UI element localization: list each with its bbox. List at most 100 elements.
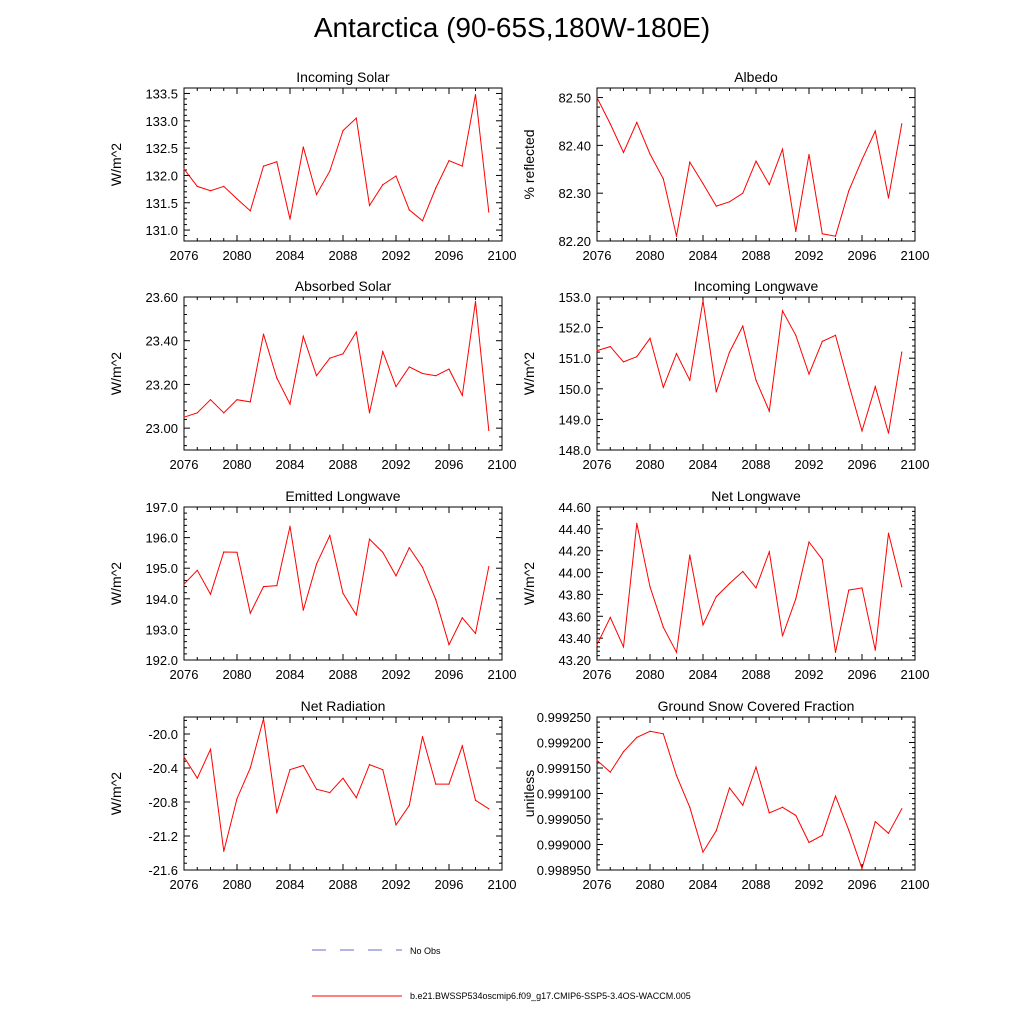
x-tick-label: 2096	[848, 457, 877, 472]
data-point	[236, 551, 238, 553]
data-point	[781, 806, 784, 808]
data-point	[901, 351, 903, 353]
data-point	[742, 192, 744, 194]
plot-frame	[183, 716, 503, 871]
x-tick-label: 2092	[795, 877, 824, 892]
data-point	[461, 394, 463, 396]
x-tick-label: 2100	[488, 248, 517, 263]
y-axis-label: W/m^2	[521, 352, 537, 395]
chart-panel-3: Absorbed Solar W/m^2 2076 2080 2084 2088 2092 2…	[108, 278, 516, 472]
y-tick-label: 23.00	[145, 421, 178, 436]
y-tick-label: 43.60	[558, 609, 591, 624]
data-point	[315, 375, 318, 377]
data-point	[768, 410, 770, 412]
data-point	[249, 612, 251, 614]
data-point	[728, 787, 731, 789]
data-point	[183, 756, 185, 758]
data-point	[821, 834, 823, 836]
data-point	[742, 325, 744, 327]
y-tick-label: 151.0	[558, 351, 591, 366]
chart-panel-6: Net Longwave W/m^2 2076 2080 2084 2088 2092 209…	[521, 488, 929, 682]
plot-frame	[183, 506, 503, 661]
data-point	[289, 769, 291, 771]
y-tick-label: 0.999200	[537, 736, 591, 751]
y-tick-label: 0.999100	[537, 787, 591, 802]
data-point	[861, 430, 863, 432]
data-point	[461, 165, 463, 167]
x-tick-label: 2076	[583, 248, 612, 263]
x-tick-label: 2096	[848, 248, 877, 263]
x-tick-label: 2100	[901, 667, 930, 682]
data-point	[289, 403, 291, 405]
chart-panel-1: Incoming Solar W/m^2 2076 2080 2084 2088 2092 2…	[108, 69, 516, 263]
data-point	[768, 551, 770, 553]
data-point	[861, 587, 863, 589]
data-point	[302, 764, 304, 767]
y-tick-label: 132.0	[145, 168, 178, 183]
data-point	[768, 812, 770, 814]
data-point	[622, 361, 625, 363]
data-point	[848, 383, 850, 385]
data-point	[435, 187, 437, 189]
data-point	[768, 183, 770, 186]
data-point	[408, 547, 410, 549]
data-point	[474, 300, 477, 302]
data-point	[662, 386, 664, 388]
series-line-1	[183, 301, 490, 431]
data-point	[781, 635, 784, 637]
y-tick-label: 149.0	[558, 412, 591, 427]
y-tick-label: 0.999250	[537, 710, 591, 725]
data-point	[821, 558, 823, 561]
data-point	[596, 349, 598, 352]
data-point	[408, 804, 410, 807]
data-point	[702, 183, 704, 185]
data-point	[728, 582, 731, 585]
y-tick-label: 82.20	[558, 234, 591, 249]
x-tick-label: 2088	[329, 877, 358, 892]
data-point	[755, 766, 757, 768]
data-point	[715, 830, 717, 832]
plot-frame	[596, 506, 916, 661]
data-point	[848, 589, 850, 591]
data-point	[474, 799, 477, 801]
data-point	[488, 808, 490, 810]
chart-panel-2: Albedo % reflected 2076 2080 2084 2088 2092 209…	[521, 69, 929, 263]
data-point	[609, 771, 611, 773]
data-point	[636, 522, 638, 524]
x-tick-label: 2084	[689, 667, 718, 682]
y-tick-label: 43.40	[558, 631, 591, 646]
chart-panel-8: Ground Snow Covered Fraction unitless 2076…	[521, 698, 929, 892]
data-point	[249, 401, 251, 403]
data-point	[223, 551, 225, 553]
data-point	[715, 391, 717, 393]
data-point	[488, 211, 490, 213]
y-tick-label: 0.999000	[537, 838, 591, 853]
x-tick-label: 2084	[276, 457, 305, 472]
y-tick-label: 23.40	[145, 334, 178, 349]
data-point	[848, 190, 850, 192]
data-point	[795, 598, 797, 600]
y-tick-label: 23.20	[145, 377, 178, 392]
y-axis-label: unitless	[521, 770, 537, 817]
x-tick-label: 2092	[382, 248, 411, 263]
data-point	[315, 788, 318, 790]
x-tick-label: 2092	[795, 667, 824, 682]
x-tick-label: 2092	[795, 457, 824, 472]
y-tick-label: 133.5	[145, 86, 178, 101]
y-tick-label: 131.5	[145, 196, 178, 211]
y-tick-label: 131.0	[145, 223, 178, 238]
data-point	[368, 412, 371, 414]
data-point	[329, 534, 331, 537]
data-point	[675, 651, 678, 653]
x-tick-label: 2076	[170, 667, 199, 682]
x-tick-label: 2076	[583, 877, 612, 892]
x-tick-label: 2100	[901, 457, 930, 472]
chart-title: Albedo	[734, 69, 778, 85]
y-tick-label: 44.20	[558, 544, 591, 559]
data-point	[355, 331, 357, 333]
y-tick-label: -20.0	[148, 727, 178, 742]
data-point	[808, 841, 810, 844]
data-point	[887, 832, 890, 834]
data-point	[408, 209, 410, 211]
data-point	[355, 614, 357, 616]
